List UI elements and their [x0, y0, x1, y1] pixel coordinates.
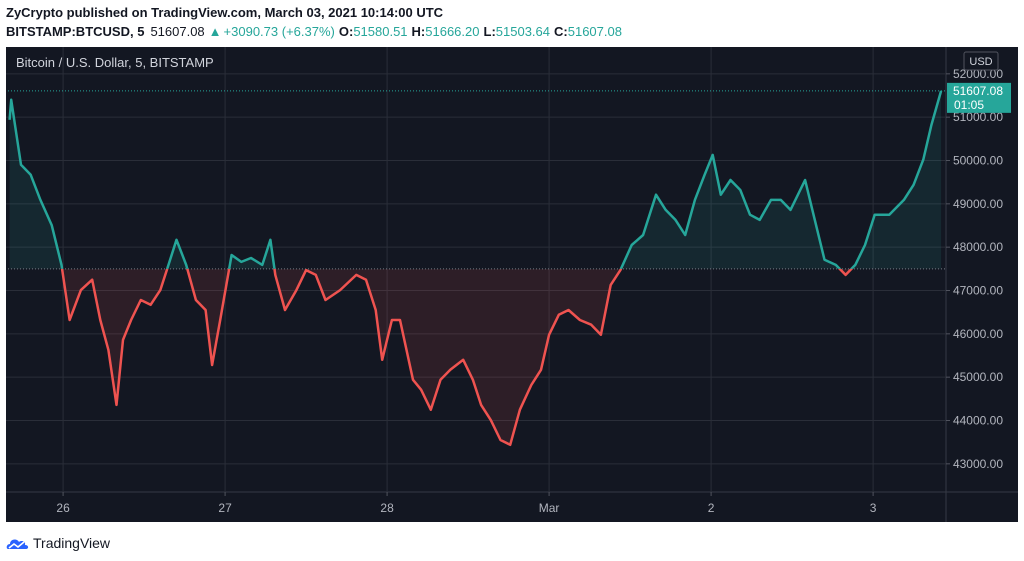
plot: 43000.00 44000.00 45000.00 46000.00 47000.00…	[6, 47, 1003, 515]
y-tick-label: 49000.00	[953, 197, 1003, 211]
logo-cloud	[6, 539, 29, 549]
price-line-down	[60, 268, 854, 447]
x-tick-label: 26	[56, 501, 70, 515]
close: 51607.08	[568, 24, 622, 39]
area-down	[62, 268, 852, 445]
y-tick-label: 48000.00	[953, 240, 1003, 254]
brand-logo	[6, 539, 29, 549]
open-label: O:	[339, 24, 353, 39]
published: ZyCrypto published on TradingView.com, M…	[6, 5, 444, 20]
quote-line: BITSTAMP:BTCUSD, 5 51607.08 ▲ +3090.73 (+6.…	[6, 24, 622, 39]
high-label: H:	[412, 24, 426, 39]
last-price-tag	[947, 82, 1011, 113]
countdown: 01:05	[954, 98, 984, 112]
currency: USD	[969, 56, 992, 68]
high: 51666.20	[425, 24, 479, 39]
y-tick-label: 50000.00	[953, 154, 1003, 168]
arrow: ▲	[209, 24, 222, 39]
last-price-label: 51607.08	[953, 84, 1003, 98]
price-line-up	[8, 90, 943, 269]
x-tick-label: 3	[870, 501, 877, 515]
open: 51580.51	[353, 24, 407, 39]
price: 51607.08	[150, 24, 204, 39]
currency-box	[963, 51, 999, 71]
y-tick-label: 43000.00	[953, 457, 1003, 471]
brand: TradingView	[33, 535, 111, 551]
change: +3090.73 (+6.37%)	[224, 24, 335, 39]
y-tick-label: 51000.00	[953, 110, 1003, 124]
logo-line	[8, 541, 25, 549]
symbol: BITSTAMP:BTCUSD, 5	[6, 24, 144, 39]
area-up	[9, 90, 942, 269]
y-tick-label: 47000.00	[953, 284, 1003, 298]
chart-title: Bitcoin / U.S. Dollar, 5, BITSTAMP	[16, 55, 214, 70]
close-label: C:	[554, 24, 568, 39]
published-line: ZyCrypto published on TradingView.com, M…	[6, 5, 444, 20]
x-tick-label: Mar	[539, 501, 560, 515]
x-tick-label: 2	[708, 501, 715, 515]
x-tick-label: 27	[218, 501, 232, 515]
y-tick-label: 44000.00	[953, 414, 1003, 428]
y-tick-label: 46000.00	[953, 327, 1003, 341]
y-tick-label: 45000.00	[953, 370, 1003, 384]
low-label: L:	[484, 24, 496, 39]
x-tick-label: 28	[380, 501, 394, 515]
low: 51503.64	[496, 24, 550, 39]
